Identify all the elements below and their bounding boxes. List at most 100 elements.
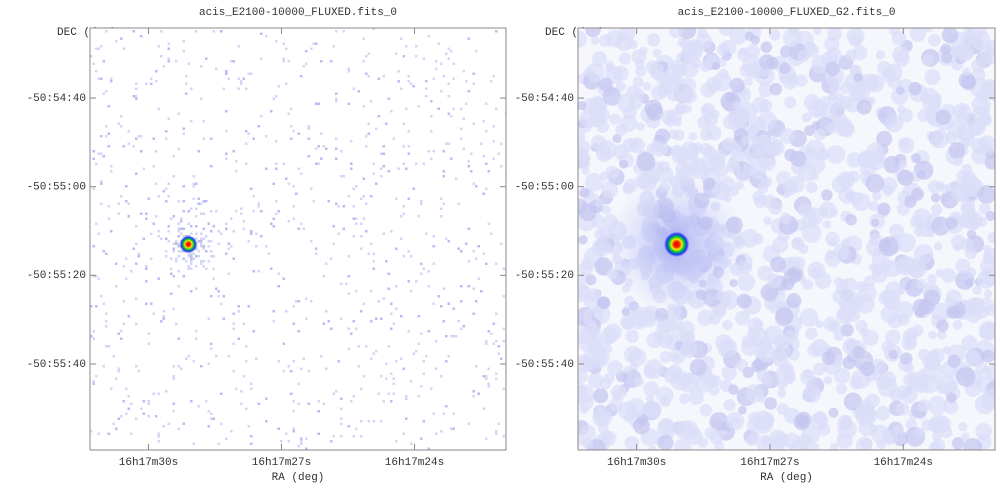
noise	[122, 300, 125, 303]
noise	[475, 300, 478, 303]
noise	[410, 442, 413, 445]
noise	[893, 424, 905, 436]
noise	[347, 70, 350, 73]
noise	[895, 402, 910, 416]
noise	[621, 317, 634, 330]
noise	[395, 52, 398, 55]
noise	[195, 30, 198, 33]
noise	[487, 385, 490, 388]
noise	[924, 69, 941, 86]
noise	[972, 285, 982, 295]
noise	[955, 367, 976, 387]
noise	[768, 29, 781, 41]
noise	[387, 97, 390, 100]
noise	[815, 320, 824, 329]
noise	[442, 287, 445, 290]
noise	[845, 213, 857, 226]
noise	[960, 432, 970, 442]
noise	[385, 362, 388, 365]
noise	[350, 332, 353, 335]
noise	[320, 132, 323, 135]
noise	[390, 312, 393, 315]
noise	[928, 330, 937, 340]
noise	[285, 177, 288, 180]
noise	[375, 127, 378, 130]
noise	[195, 265, 198, 268]
noise	[315, 42, 318, 45]
noise	[936, 330, 947, 340]
noise	[813, 411, 827, 425]
noise	[255, 232, 258, 235]
noise	[906, 258, 927, 279]
noise	[462, 325, 465, 328]
noise	[275, 40, 278, 43]
noise	[367, 52, 370, 55]
noise	[876, 439, 886, 450]
noise	[427, 150, 430, 153]
noise	[360, 387, 363, 390]
noise	[910, 153, 921, 164]
noise	[897, 169, 914, 186]
noise	[202, 245, 205, 248]
noise	[826, 47, 842, 63]
noise	[704, 426, 718, 440]
noise	[728, 384, 739, 396]
noise	[237, 45, 240, 48]
noise	[372, 172, 375, 175]
noise	[325, 262, 328, 265]
noise	[315, 247, 318, 250]
noise	[462, 117, 465, 120]
noise	[357, 345, 360, 348]
noise	[588, 109, 607, 128]
noise	[210, 230, 213, 233]
noise	[757, 265, 773, 281]
noise	[90, 55, 93, 58]
noise	[205, 57, 208, 60]
noise	[145, 280, 148, 283]
noise	[297, 227, 300, 230]
noise	[825, 61, 840, 77]
noise	[155, 215, 158, 218]
noise	[495, 107, 498, 110]
noise	[927, 274, 937, 284]
noise	[800, 369, 816, 385]
noise	[977, 185, 995, 204]
noise	[460, 137, 463, 140]
noise	[826, 145, 846, 164]
noise	[212, 277, 215, 280]
noise	[202, 237, 205, 240]
noise	[420, 200, 423, 203]
noise	[232, 257, 235, 260]
noise	[160, 55, 163, 58]
noise	[382, 145, 385, 148]
noise	[442, 75, 445, 78]
noise	[240, 212, 243, 215]
noise	[825, 231, 840, 247]
noise	[799, 308, 819, 327]
noise	[340, 175, 343, 178]
noise	[307, 125, 310, 128]
noise	[187, 62, 190, 65]
noise	[177, 427, 180, 430]
noise	[502, 435, 505, 438]
noise	[983, 289, 993, 299]
noise	[265, 245, 268, 248]
noise	[100, 295, 103, 298]
noise	[197, 202, 200, 205]
noise	[432, 77, 435, 80]
noise	[135, 87, 138, 90]
noise	[585, 331, 603, 349]
noise	[835, 383, 847, 395]
noise	[302, 357, 305, 360]
noise	[287, 182, 290, 185]
noise	[157, 195, 160, 198]
noise	[927, 395, 947, 416]
noise	[981, 104, 990, 113]
noise	[885, 329, 901, 345]
noise	[898, 159, 908, 169]
noise	[480, 142, 483, 145]
noise	[876, 130, 893, 147]
noise	[966, 267, 977, 278]
noise	[670, 144, 683, 156]
noise	[730, 162, 742, 173]
